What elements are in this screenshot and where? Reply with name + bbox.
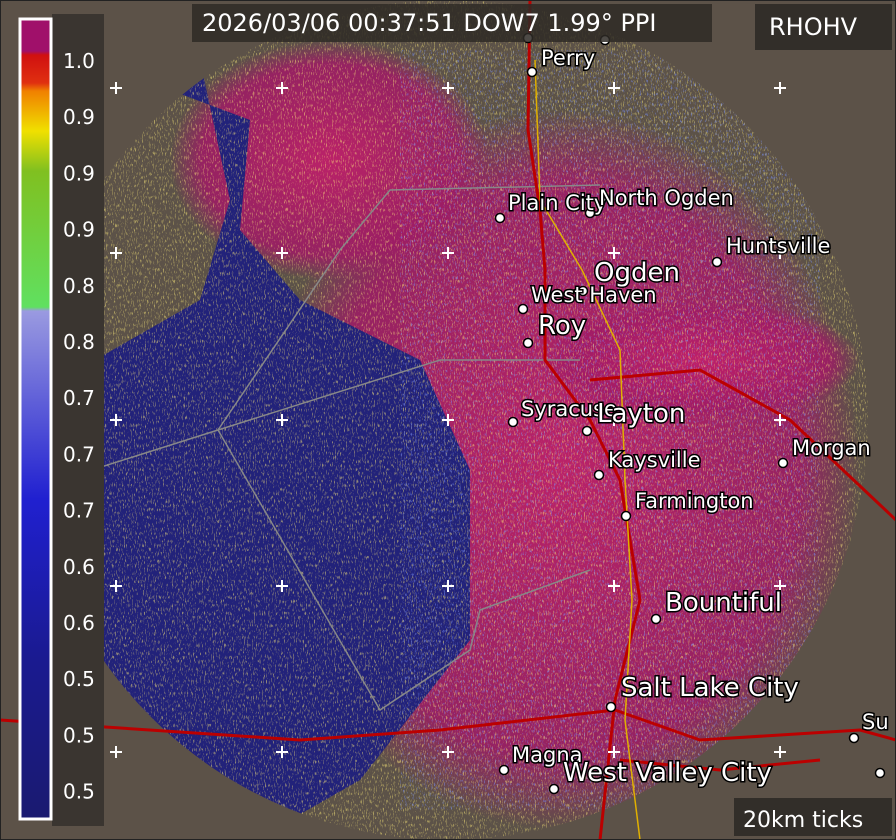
product-box bbox=[755, 4, 892, 50]
colorbar-label: 0.5 bbox=[63, 667, 95, 691]
city-label: West Valley City bbox=[563, 758, 772, 788]
range-ticks bbox=[110, 82, 786, 758]
range-tick bbox=[774, 746, 786, 758]
range-tick bbox=[276, 746, 288, 758]
scale-box bbox=[734, 798, 892, 836]
colorbar-label: 0.6 bbox=[63, 611, 95, 635]
boundaries bbox=[59, 184, 601, 712]
city-label: Kaysville bbox=[608, 448, 701, 472]
range-tick bbox=[110, 580, 122, 592]
city-label: Su bbox=[862, 710, 889, 734]
colorbar-label: 1.0 bbox=[63, 49, 95, 73]
city-label: Ogden bbox=[594, 258, 680, 288]
range-tick bbox=[608, 247, 620, 259]
range-tick bbox=[442, 580, 454, 592]
range-tick bbox=[110, 746, 122, 758]
city-label: Bountiful bbox=[665, 588, 782, 618]
header-title: 2026/03/06 00:37:51 DOW7 1.99° PPI bbox=[202, 9, 656, 37]
city-label: West Haven bbox=[531, 283, 657, 307]
colorbar-label: 0.9 bbox=[63, 218, 95, 242]
range-tick bbox=[774, 414, 786, 426]
city-label: Roy bbox=[538, 311, 586, 341]
colorbar-label: 0.9 bbox=[63, 105, 95, 129]
city-label: Perry bbox=[541, 46, 595, 70]
city-labels: Perry Plain City North Ogden Huntsville … bbox=[507, 45, 891, 790]
range-tick bbox=[774, 247, 786, 259]
colorbar-labels: 1.0 0.9 0.9 0.9 0.8 0.8 0.7 0.7 0.7 0.6 0.6 0.5 0.5 0… bbox=[63, 49, 95, 804]
range-tick bbox=[608, 580, 620, 592]
colorbar bbox=[18, 17, 53, 821]
city-label: North Ogden bbox=[599, 186, 734, 210]
range-tick bbox=[608, 746, 620, 758]
range-tick bbox=[276, 414, 288, 426]
range-tick bbox=[276, 247, 288, 259]
city-label: Plain City bbox=[508, 191, 606, 215]
range-tick bbox=[608, 82, 620, 94]
colorbar-label: 0.7 bbox=[63, 442, 95, 466]
colorbar-label: 0.8 bbox=[63, 274, 95, 298]
colorbar-label: 0.7 bbox=[63, 386, 95, 410]
range-tick bbox=[110, 82, 122, 94]
city-dots bbox=[494, 32, 886, 795]
colorbar-panel bbox=[52, 14, 104, 826]
city-label: Huntsville bbox=[726, 234, 830, 258]
range-tick bbox=[442, 414, 454, 426]
header-box bbox=[192, 4, 712, 42]
city-label: Morgan bbox=[792, 436, 871, 460]
range-tick bbox=[608, 414, 620, 426]
colorbar-label: 0.9 bbox=[63, 161, 95, 185]
range-tick bbox=[276, 580, 288, 592]
highway bbox=[534, 59, 641, 840]
city-label: Salt Lake City bbox=[621, 673, 799, 703]
city-label: Syracuse bbox=[521, 397, 617, 421]
city-label: Layton bbox=[597, 399, 685, 429]
colorbar-label: 0.5 bbox=[63, 723, 95, 747]
colorbar-label: 0.8 bbox=[63, 330, 95, 354]
range-tick bbox=[110, 414, 122, 426]
range-tick bbox=[442, 247, 454, 259]
range-tick bbox=[110, 247, 122, 259]
range-tick bbox=[774, 580, 786, 592]
scale-note: 20km ticks bbox=[743, 808, 863, 833]
range-tick bbox=[442, 82, 454, 94]
city-label: Farmington bbox=[635, 489, 754, 513]
colorbar-label: 0.5 bbox=[63, 780, 95, 804]
product-label: RHOHV bbox=[769, 13, 858, 41]
range-tick bbox=[442, 746, 454, 758]
range-tick bbox=[774, 82, 786, 94]
colorbar-label: 0.7 bbox=[63, 499, 95, 523]
range-tick bbox=[276, 82, 288, 94]
city-label: Magna bbox=[512, 743, 583, 767]
colorbar-label: 0.6 bbox=[63, 555, 95, 579]
